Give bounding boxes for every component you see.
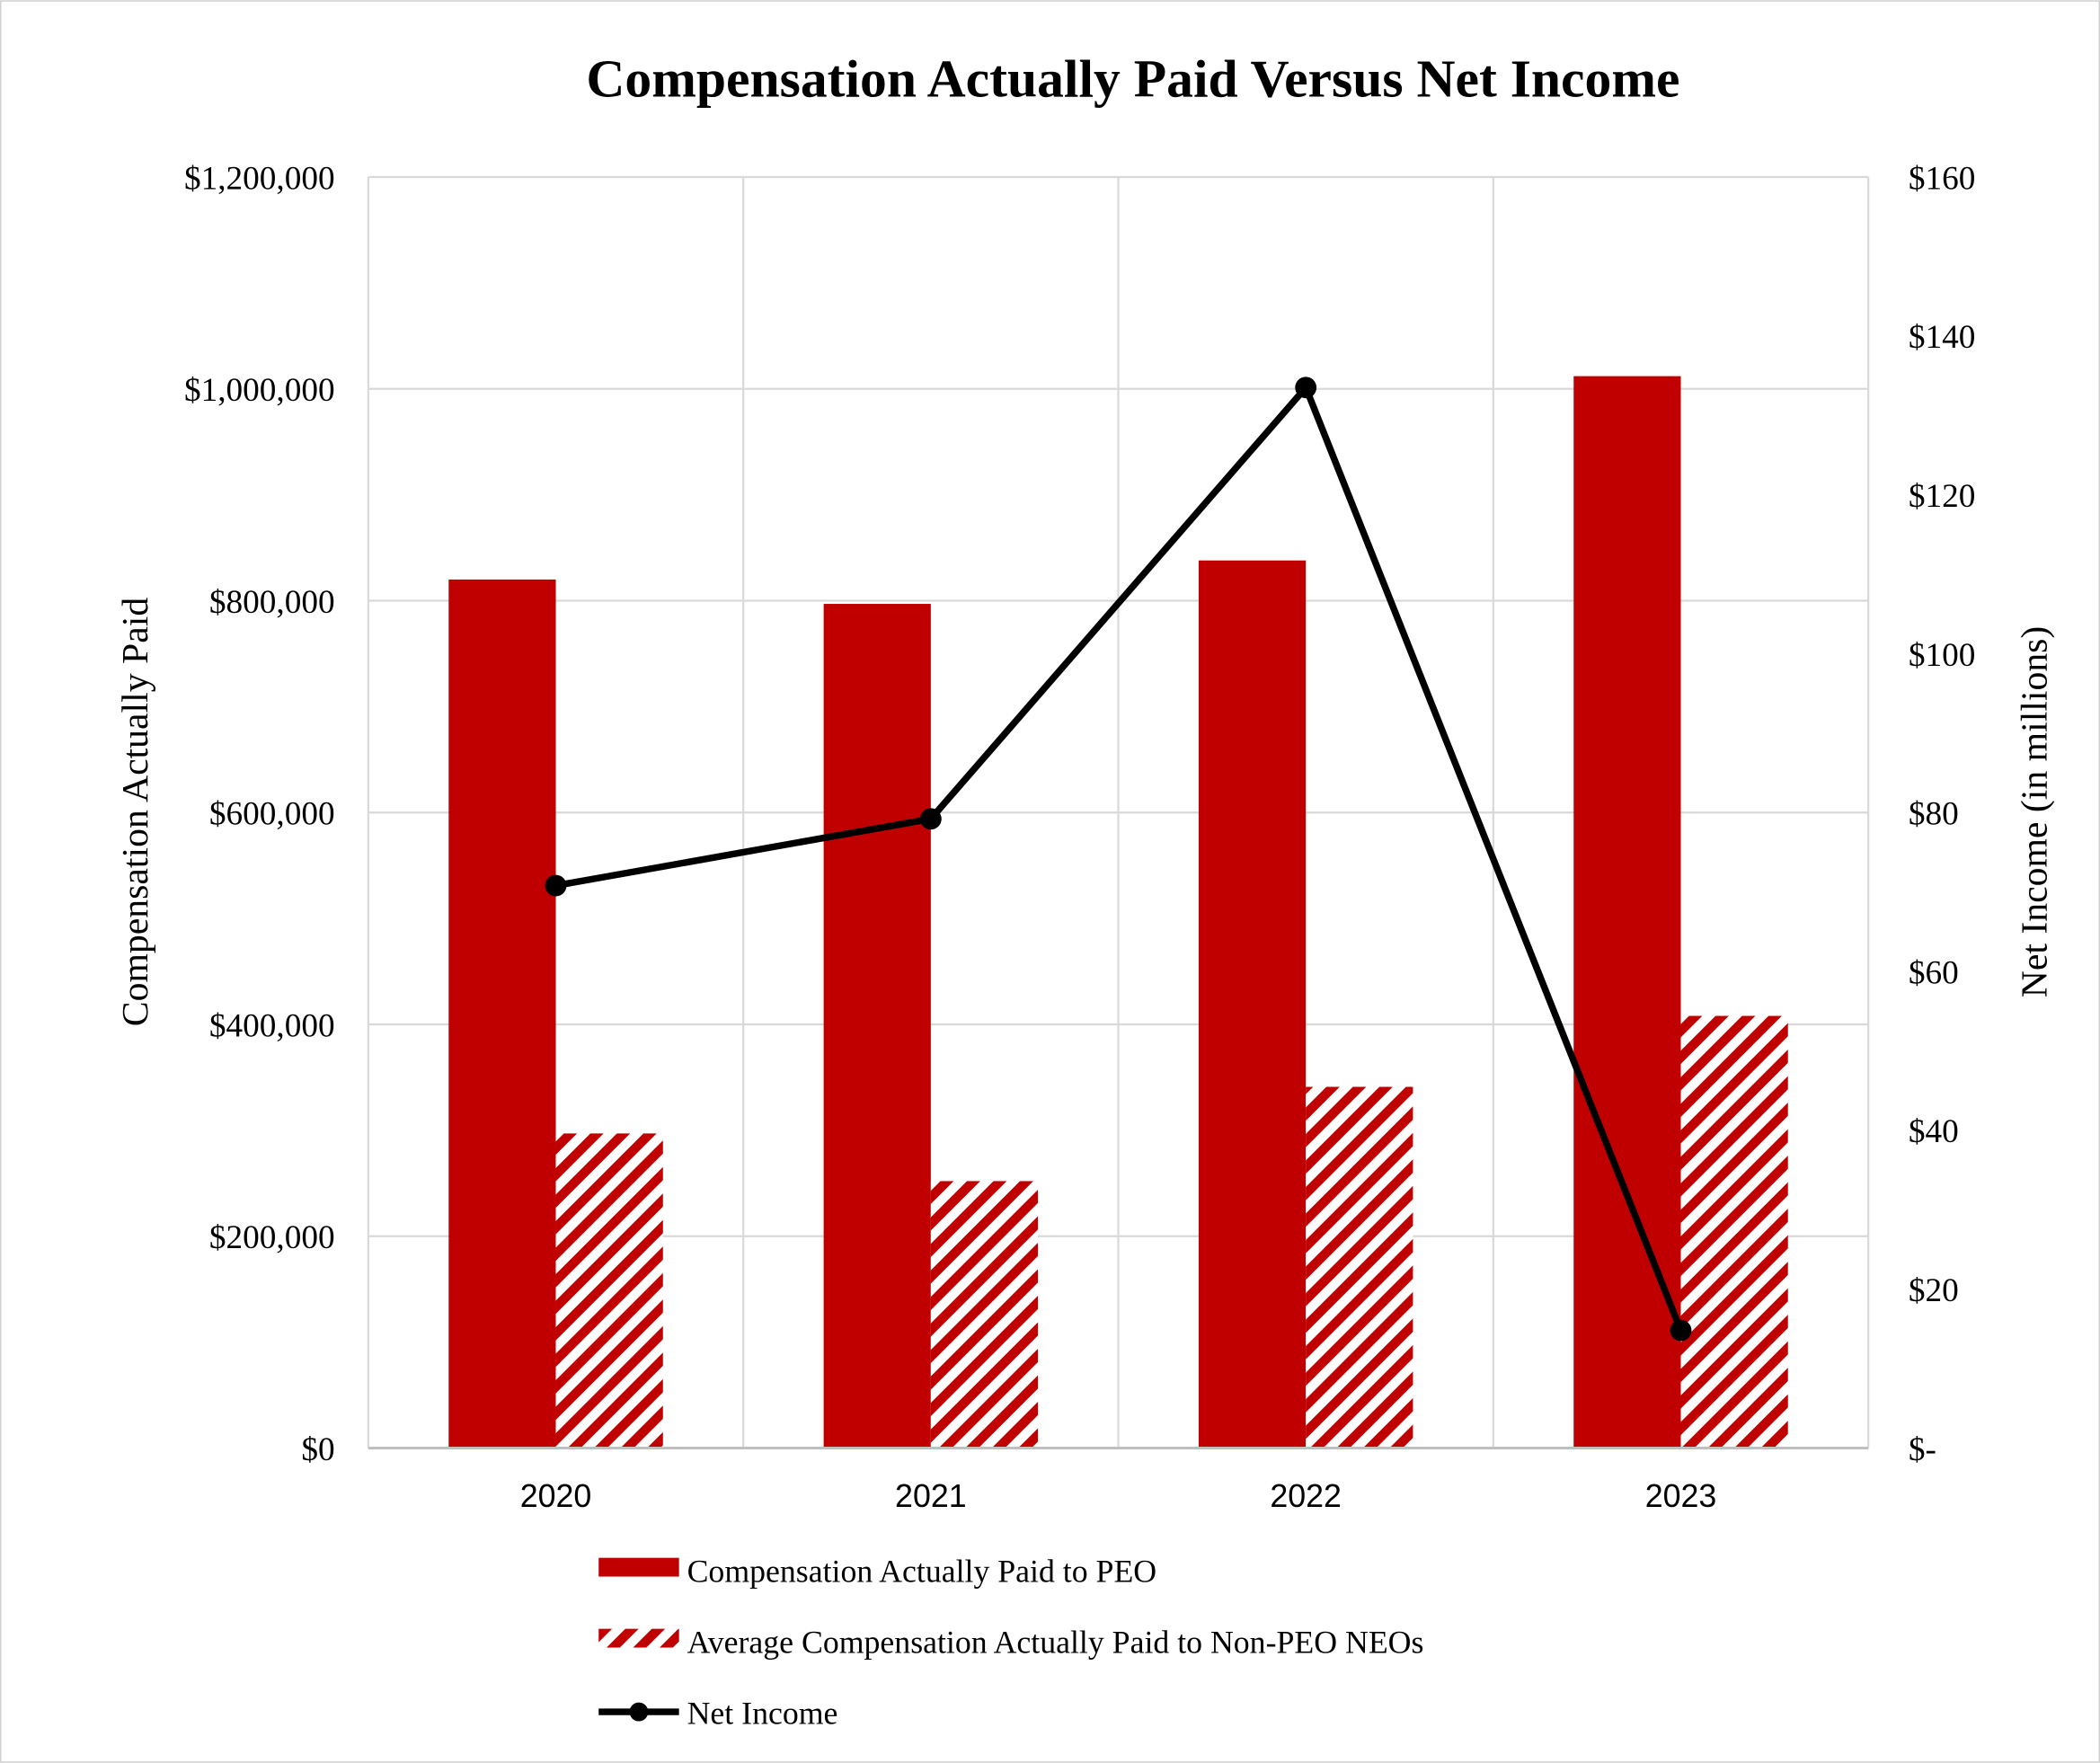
y-left-tick-label: $1,200,000 xyxy=(184,160,335,197)
y-right-tick-label: $120 xyxy=(1909,478,1976,515)
bar-non-peo xyxy=(555,1133,663,1448)
y-right-label: Net Income (in millions) xyxy=(2014,626,2055,998)
legend-swatch xyxy=(598,1557,679,1577)
x-tick-label: 2022 xyxy=(1270,1478,1342,1514)
y-left-tick-label: $600,000 xyxy=(209,796,335,833)
bar-peo xyxy=(448,579,556,1448)
y-right-tick-label: $60 xyxy=(1909,954,1959,991)
y-right-tick-label: $100 xyxy=(1909,637,1976,674)
bar-peo xyxy=(823,604,931,1448)
y-left-tick-label: $400,000 xyxy=(209,1007,335,1044)
y-right-tick-label: $- xyxy=(1909,1431,1936,1468)
y-left-tick-label: $0 xyxy=(301,1431,334,1468)
y-right-tick-label: $20 xyxy=(1909,1272,1959,1309)
y-left-tick-label: $800,000 xyxy=(209,584,335,621)
legend-swatch xyxy=(598,1628,679,1648)
legend-label: Average Compensation Actually Paid to No… xyxy=(687,1624,1424,1660)
legend-marker xyxy=(629,1702,649,1722)
bar-non-peo xyxy=(1680,1015,1788,1448)
net-income-point xyxy=(1295,377,1317,399)
x-tick-label: 2021 xyxy=(895,1478,967,1514)
x-tick-label: 2020 xyxy=(520,1478,592,1514)
y-right-tick-label: $80 xyxy=(1909,796,1959,833)
y-left-label: Compensation Actually Paid xyxy=(115,598,156,1027)
net-income-point xyxy=(545,874,567,897)
y-left-tick-label: $200,000 xyxy=(209,1219,335,1256)
net-income-point xyxy=(1670,1319,1692,1342)
legend-label: Net Income xyxy=(687,1695,838,1731)
bar-peo xyxy=(1198,560,1307,1448)
x-tick-label: 2023 xyxy=(1645,1478,1717,1514)
bar-non-peo xyxy=(930,1181,1039,1448)
net-income-line xyxy=(554,381,1684,1332)
bar-non-peo xyxy=(1306,1086,1413,1448)
y-left-tick-label: $1,000,000 xyxy=(184,372,335,409)
bar-peo xyxy=(1573,376,1681,1448)
legend-label: Compensation Actually Paid to PEO xyxy=(687,1553,1157,1589)
net-income-point xyxy=(919,808,942,830)
chart-title: Compensation Actually Paid Versus Net In… xyxy=(586,49,1679,109)
y-right-tick-label: $140 xyxy=(1909,319,1976,356)
y-right-tick-label: $160 xyxy=(1909,160,1976,197)
y-right-tick-label: $40 xyxy=(1909,1113,1959,1150)
